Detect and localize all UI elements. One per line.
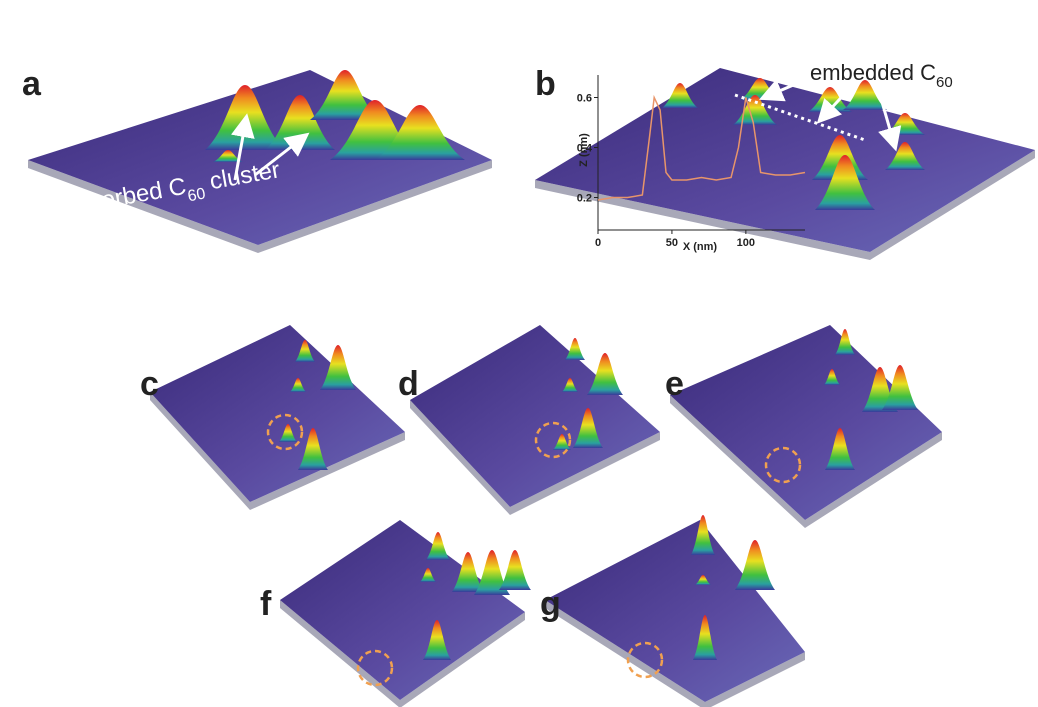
peak — [565, 338, 585, 360]
panel-label: e — [665, 365, 684, 403]
y-tick-label: 0.2 — [577, 193, 592, 205]
surface — [280, 520, 525, 700]
annotation: embedded C60 — [810, 60, 953, 91]
peak — [499, 550, 531, 590]
figure: a b c d e f g adsorbed C60 cluster embed… — [0, 0, 1038, 707]
y-axis-label: Z (nm) — [578, 133, 590, 167]
surface — [410, 325, 660, 507]
panel-label: b — [535, 65, 556, 103]
surface — [670, 325, 942, 520]
panel-label: d — [398, 365, 419, 403]
x-axis-label: X (nm) — [683, 241, 718, 253]
surface — [535, 68, 1035, 252]
panel-label: a — [22, 65, 42, 103]
surface — [150, 325, 405, 502]
x-tick-label: 0 — [595, 237, 601, 249]
peak — [735, 540, 775, 590]
x-tick-label: 50 — [666, 237, 678, 249]
x-tick-label: 100 — [737, 237, 755, 249]
panel-label: f — [260, 585, 272, 623]
panel-label: c — [140, 365, 159, 403]
y-tick-label: 0.6 — [577, 93, 592, 105]
panel-label: g — [540, 585, 561, 623]
